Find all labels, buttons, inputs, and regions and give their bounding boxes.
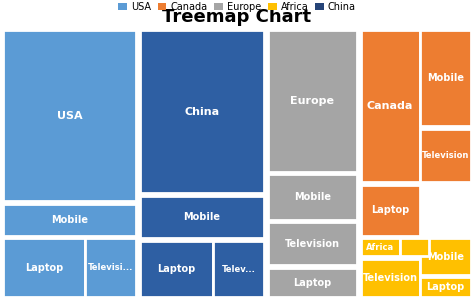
FancyBboxPatch shape bbox=[140, 241, 213, 297]
Title: Treemap Chart: Treemap Chart bbox=[163, 8, 311, 26]
Text: Television: Television bbox=[363, 273, 418, 283]
FancyBboxPatch shape bbox=[361, 238, 400, 256]
Text: Television: Television bbox=[422, 151, 469, 160]
Text: China: China bbox=[184, 107, 219, 117]
Text: Televisi...: Televisi... bbox=[88, 263, 133, 272]
Text: Mobile: Mobile bbox=[427, 73, 464, 83]
FancyBboxPatch shape bbox=[419, 30, 471, 126]
FancyBboxPatch shape bbox=[361, 30, 419, 182]
Text: Telev...: Telev... bbox=[221, 265, 255, 274]
FancyBboxPatch shape bbox=[419, 277, 471, 297]
Text: Europe: Europe bbox=[291, 96, 335, 106]
FancyBboxPatch shape bbox=[400, 238, 429, 256]
Text: USA: USA bbox=[57, 111, 82, 121]
Text: Mobile: Mobile bbox=[51, 215, 88, 225]
Text: Laptop: Laptop bbox=[293, 278, 331, 287]
Text: Canada: Canada bbox=[367, 101, 413, 111]
FancyBboxPatch shape bbox=[419, 129, 471, 182]
Text: Africa: Africa bbox=[366, 243, 394, 252]
FancyBboxPatch shape bbox=[361, 185, 419, 236]
FancyBboxPatch shape bbox=[85, 238, 137, 297]
Legend: USA, Canada, Europe, Africa, China: USA, Canada, Europe, Africa, China bbox=[114, 0, 360, 16]
Text: Laptop: Laptop bbox=[371, 206, 410, 215]
Text: Laptop: Laptop bbox=[25, 263, 63, 273]
FancyBboxPatch shape bbox=[140, 30, 264, 193]
FancyBboxPatch shape bbox=[140, 196, 264, 238]
Text: Laptop: Laptop bbox=[426, 282, 465, 292]
Text: Television: Television bbox=[285, 239, 340, 249]
Text: Mobile: Mobile bbox=[294, 192, 331, 202]
FancyBboxPatch shape bbox=[213, 241, 264, 297]
FancyBboxPatch shape bbox=[3, 204, 137, 236]
FancyBboxPatch shape bbox=[361, 259, 419, 297]
Text: Mobile: Mobile bbox=[183, 212, 220, 222]
Text: Mobile: Mobile bbox=[427, 251, 464, 262]
FancyBboxPatch shape bbox=[419, 238, 471, 274]
FancyBboxPatch shape bbox=[268, 223, 357, 265]
FancyBboxPatch shape bbox=[3, 238, 85, 297]
Text: Laptop: Laptop bbox=[157, 264, 195, 274]
FancyBboxPatch shape bbox=[268, 30, 357, 172]
FancyBboxPatch shape bbox=[268, 268, 357, 297]
FancyBboxPatch shape bbox=[3, 30, 137, 201]
FancyBboxPatch shape bbox=[268, 174, 357, 220]
